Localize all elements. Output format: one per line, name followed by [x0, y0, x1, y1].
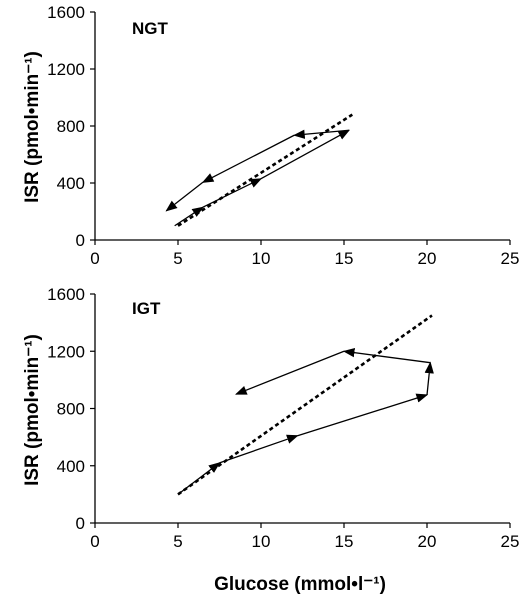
panel-igt-trajectory-segment: [235, 350, 345, 395]
panel-ngt-trajectory-segment: [174, 206, 204, 227]
panel-ngt-x-tick-label: 25: [501, 249, 520, 268]
panel-igt-label: IGT: [132, 299, 161, 318]
panel-igt-y-axis-title: ISR (pmol•min⁻¹): [22, 334, 43, 486]
panel-ngt-label: NGT: [132, 19, 169, 38]
panel-igt-x-tick-label: 20: [418, 532, 437, 551]
panel-ngt-x-tick-label: 5: [173, 249, 182, 268]
panel-ngt-y-tick-label: 1600: [47, 3, 85, 22]
panel-igt-y-tick-label: 1600: [47, 285, 85, 304]
panel-ngt-y-tick-label: 1200: [47, 60, 85, 79]
panel-ngt-x-tick-label: 15: [335, 249, 354, 268]
panel-ngt-trajectory-segment: [201, 134, 295, 183]
panel-igt-axes: [94, 294, 510, 524]
panel-ngt-trajectory-segment: [202, 178, 263, 208]
panel-ngt-y-tick-label: 800: [57, 117, 85, 136]
panel-igt-x-tick-label: 0: [90, 532, 99, 551]
panel-ngt-regression-line: [177, 113, 353, 227]
panel-ngt-x-tick-label: 20: [418, 249, 437, 268]
panel-igt-y-tick-label: 800: [57, 400, 85, 419]
panel-igt-y-tick-label: 400: [57, 457, 85, 476]
panel-ngt-y-tick-label: 400: [57, 174, 85, 193]
panel-igt-ticks: 0 400 800 1200 1600 0 5 10 15 20 25: [47, 285, 519, 551]
panel-igt: 0 400 800 1200 1600 0 5 10 15 20 25 IGT ISR (pmol•…: [22, 285, 519, 551]
panel-ngt-axes: [94, 12, 510, 241]
panel-ngt: 0 400 800 1200 1600 0 5 10 15 20 25 NGT ISR (pmol•…: [22, 3, 519, 268]
panel-igt-series: [177, 314, 434, 496]
panel-ngt-ticks: 0 400 800 1200 1600 0 5 10 15 20 25: [47, 3, 519, 268]
panel-igt-x-tick-label: 5: [173, 532, 182, 551]
panel-ngt-x-tick-label: 0: [90, 249, 99, 268]
panel-igt-y-tick-label: 0: [76, 514, 85, 533]
panel-igt-x-tick-label: 25: [501, 532, 520, 551]
panel-ngt-trajectory-segment: [165, 181, 204, 212]
panel-igt-regression-line: [177, 314, 433, 496]
panel-igt-trajectory-segment: [297, 393, 429, 437]
panel-igt-x-tick-label: 10: [252, 532, 271, 551]
panel-igt-y-tick-label: 1200: [47, 342, 85, 361]
panel-ngt-y-axis-title: ISR (pmol•min⁻¹): [22, 51, 43, 203]
x-axis-title: Glucose (mmol•l⁻¹): [214, 574, 386, 595]
panel-igt-trajectory-segment: [424, 361, 434, 395]
panel-igt-trajectory-segment: [219, 434, 299, 464]
panel-ngt-x-tick-label: 10: [252, 249, 271, 268]
panel-ngt-y-tick-label: 0: [76, 231, 85, 250]
panel-ngt-trajectory-segment: [260, 129, 351, 180]
panel-ngt-series: [165, 113, 353, 227]
panel-igt-trajectory-segment: [342, 347, 431, 364]
panel-igt-x-tick-label: 15: [335, 532, 354, 551]
